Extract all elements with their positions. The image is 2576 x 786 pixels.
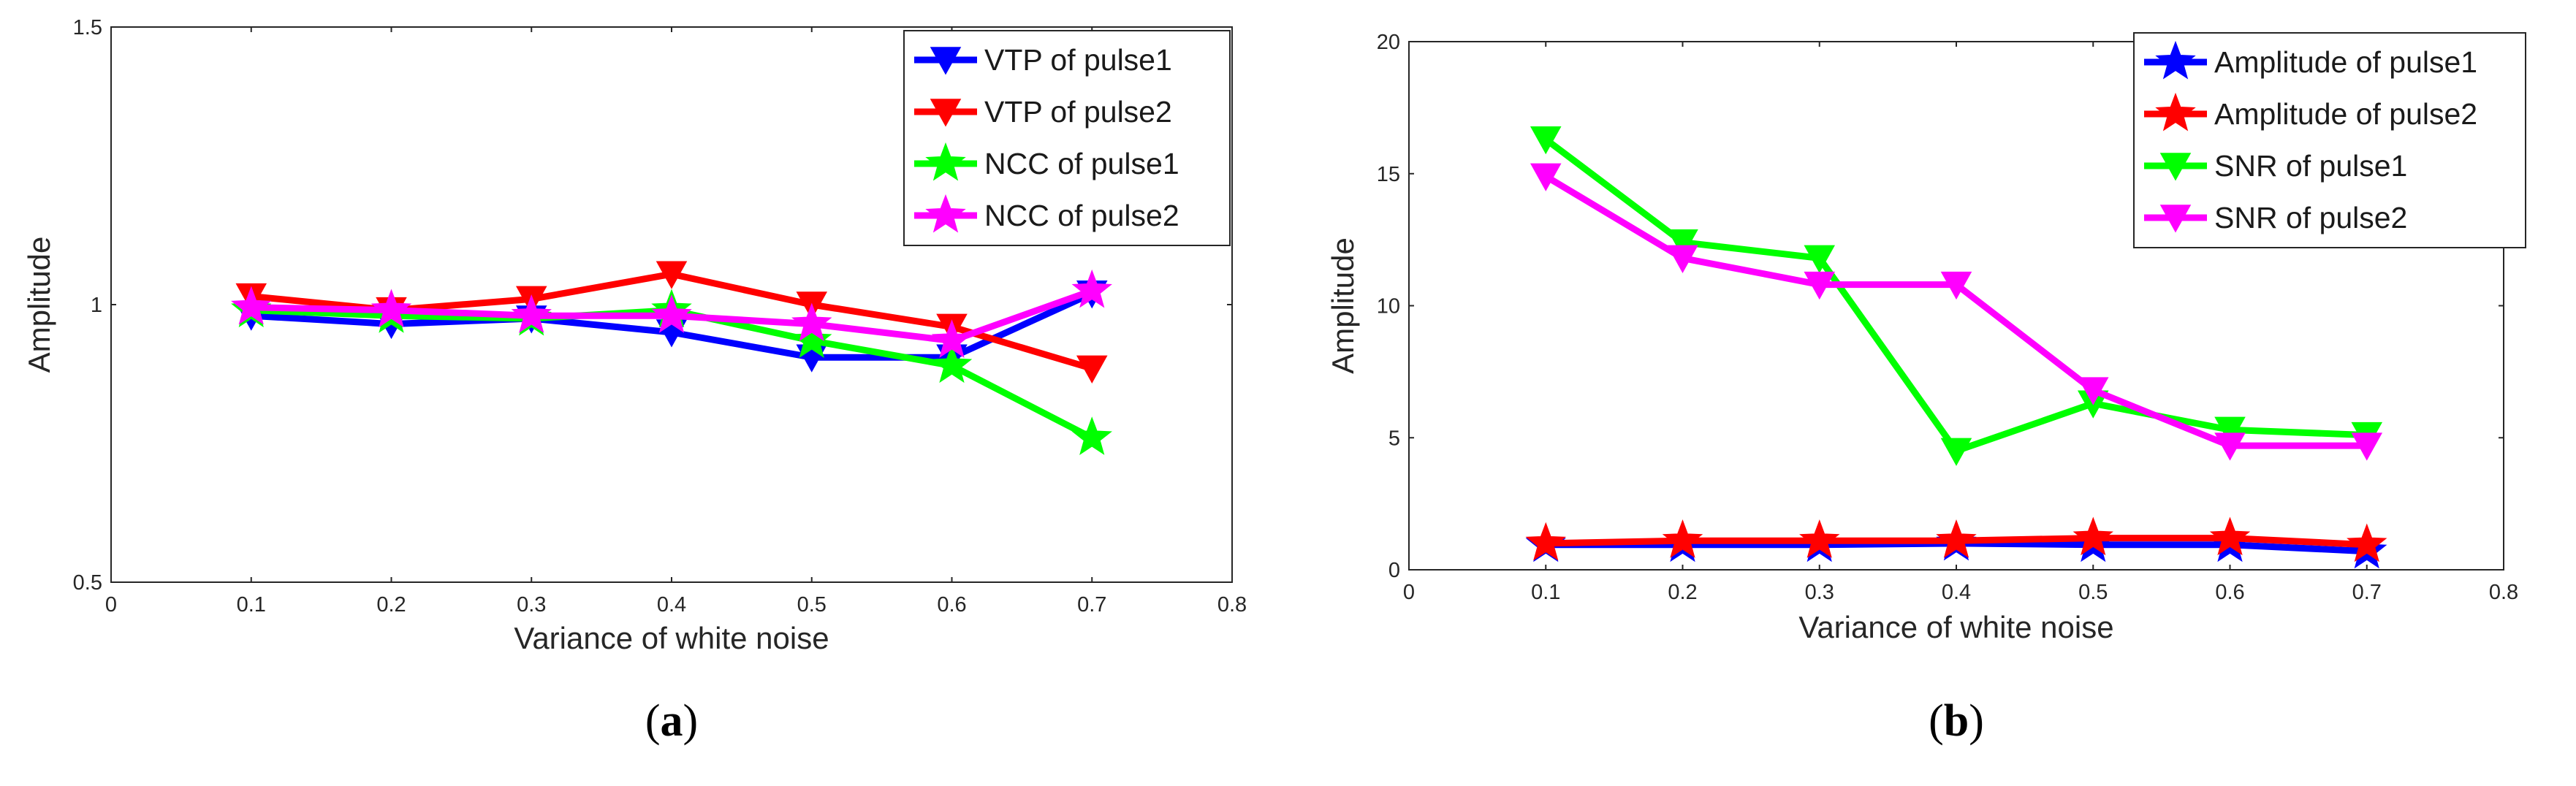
x-tick-label: 0 (1403, 581, 1415, 604)
legend-swatch-marker (2155, 92, 2196, 131)
series-2 (1525, 516, 2387, 562)
panel-label: (b) (1929, 696, 1984, 746)
y-tick-label: 0.5 (73, 571, 102, 595)
data-point (2214, 432, 2246, 461)
legend-entry: SNR of pulse1 (2214, 149, 2407, 183)
legend-swatch-marker (2159, 153, 2192, 181)
x-tick-label: 0.8 (2489, 581, 2518, 604)
x-tick-label: 0.4 (657, 593, 686, 617)
x-tick-label: 0.1 (237, 593, 266, 617)
x-tick-label: 0 (105, 593, 117, 617)
legend-entry: VTP of pulse1 (984, 43, 1172, 77)
x-tick-label: 0.8 (1217, 593, 1247, 617)
data-point (2347, 523, 2387, 562)
series-4 (1530, 163, 2383, 461)
y-tick-label: 5 (1388, 427, 1400, 450)
series-4 (231, 269, 1112, 358)
data-point (231, 286, 272, 325)
data-point (2209, 516, 2251, 556)
data-point (1799, 519, 1840, 558)
panel-label-open: ( (645, 696, 661, 746)
legend-swatch-marker (925, 142, 966, 181)
data-point (1525, 522, 1566, 561)
data-point (931, 344, 973, 384)
y-axis-label: Amplitude (1326, 237, 1360, 374)
legend-swatch-marker (925, 194, 966, 233)
data-point (2072, 516, 2113, 556)
data-point (1940, 271, 1972, 300)
data-point (1804, 271, 1836, 300)
panel-label-letter: b (1944, 696, 1969, 746)
panel-label-close: ) (1969, 696, 1984, 746)
legend-swatch-marker (2159, 205, 2192, 233)
data-point (1936, 519, 1977, 558)
x-axis-label: Variance of white noise (514, 621, 829, 655)
data-point (1076, 355, 1108, 384)
y-axis-label: Amplitude (22, 237, 56, 373)
legend-box (2133, 32, 2526, 248)
x-axis-label: Variance of white noise (1798, 610, 2113, 644)
data-point (1662, 519, 1703, 558)
y-tick-label: 0 (1388, 559, 1400, 582)
data-point (511, 294, 552, 333)
data-point (2077, 377, 2109, 405)
data-point (2214, 416, 2246, 445)
x-tick-label: 0.7 (2352, 581, 2382, 604)
legend-entry: VTP of pulse2 (984, 95, 1172, 129)
data-point (1940, 438, 1972, 466)
panel-label-close: ) (683, 696, 699, 746)
y-tick-label: 20 (1377, 31, 1400, 54)
data-point (1530, 163, 1562, 191)
panel-label: (a) (645, 696, 698, 746)
chart-panel-b: 0 0.1 0.2 0.3 0.4 0.5 0.6 0.7 0.8 0 5 10 15 20 Varianc… (1326, 31, 2526, 746)
data-point (1804, 245, 1836, 273)
y-tick-label: 1 (91, 294, 102, 317)
x-tick-label: 0.2 (376, 593, 406, 617)
legend-entry: NCC of pulse2 (984, 199, 1179, 232)
x-tick-label: 0.1 (1531, 581, 1560, 604)
data-point (371, 289, 412, 328)
panel-label-letter: a (661, 696, 683, 746)
data-point (2351, 432, 2383, 461)
data-point (1071, 269, 1112, 308)
y-tick-label: 1.5 (73, 16, 102, 39)
x-tick-label: 0.5 (797, 593, 827, 617)
legend: Amplitude of pulse1 Amplitude of pulse2 SN… (2133, 32, 2526, 248)
legend: VTP of pulse1 VTP of pulse2 NCC of pulse1 N… (903, 30, 1231, 246)
legend-entry: SNR of pulse2 (2214, 201, 2407, 234)
data-point (791, 319, 832, 358)
data-point (651, 294, 692, 333)
legend-entry: Amplitude of pulse2 (2214, 97, 2477, 131)
legend-entry: NCC of pulse1 (984, 147, 1179, 180)
x-tick-label: 0.6 (2215, 581, 2244, 604)
data-point (1071, 416, 1112, 455)
x-tick-label: 0.4 (1942, 581, 1971, 604)
data-point (656, 261, 688, 289)
legend-swatch-marker (2155, 40, 2196, 80)
panel-label-open: ( (1929, 696, 1944, 746)
data-point (931, 319, 973, 358)
data-point (791, 302, 832, 342)
x-tick-label: 0.3 (517, 593, 546, 617)
chart-panel-a: 0 0.1 0.2 0.3 0.4 0.5 0.6 0.7 0.8 0.5 1 1.5 Variance… (22, 16, 1247, 746)
legend-swatch-marker (930, 47, 962, 75)
x-tick-label: 0.7 (1077, 593, 1106, 617)
x-tick-label: 0.5 (2078, 581, 2108, 604)
x-tick-label: 0.3 (1805, 581, 1834, 604)
data-point (1530, 126, 1562, 155)
legend-entry: Amplitude of pulse1 (2214, 45, 2477, 79)
x-tick-label: 0.2 (1668, 581, 1697, 604)
data-point (1667, 229, 1698, 258)
y-tick-label: 10 (1377, 295, 1400, 318)
data-point (1667, 245, 1698, 273)
y-tick-label: 15 (1377, 163, 1400, 186)
x-tick-label: 0.6 (937, 593, 966, 617)
legend-swatch-marker (930, 99, 962, 127)
